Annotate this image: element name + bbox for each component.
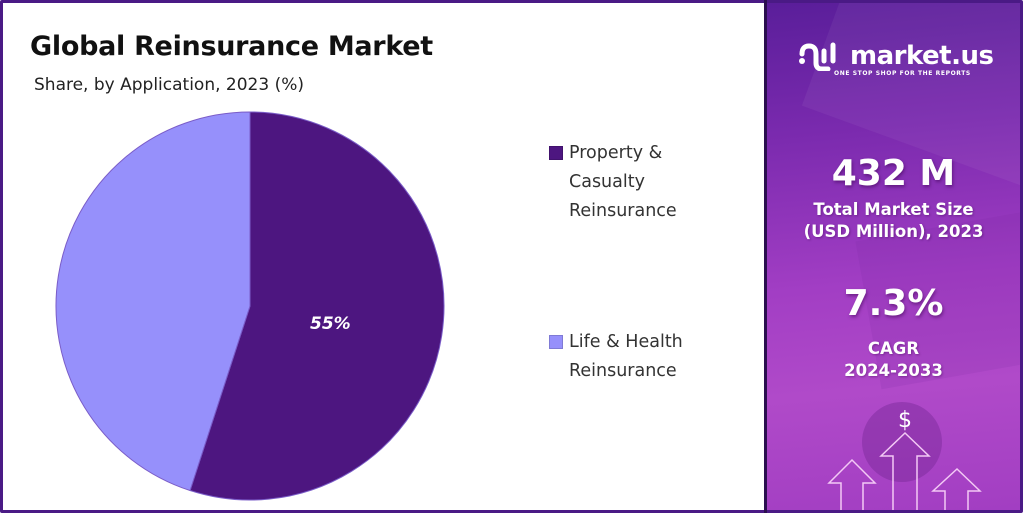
legend-label: Property & Casualty Reinsurance: [569, 143, 677, 221]
chart-subtitle: Share, by Application, 2023 (%): [34, 75, 304, 95]
market-us-logo-icon: [799, 42, 836, 71]
pie-slice: [55, 111, 251, 492]
stats-sidebar: market.us ONE STOP SHOP FOR THE REPORTS …: [767, 3, 1020, 510]
pie-chart: [49, 108, 451, 510]
panel-divider: [764, 0, 767, 513]
market-size-label: Total Market Size (USD Million), 2023: [803, 200, 984, 241]
legend-item-property-casualty: Property & Casualty Reinsurance: [549, 139, 749, 226]
cagr-label: CAGR 2024-2033: [844, 339, 943, 380]
legend-swatch-icon: [549, 146, 563, 160]
cagr-value: 7.3%: [843, 283, 944, 324]
background-coin-circle: [862, 402, 942, 482]
pie-slice-label-property-casualty: 55%: [310, 314, 351, 334]
chart-title: Global Reinsurance Market: [30, 31, 433, 62]
chart-panel: Global Reinsurance Market Share, by Appl…: [3, 3, 765, 510]
pie-svg: [55, 111, 445, 501]
legend-item-life-health: Life & Health Reinsurance: [549, 328, 749, 386]
growth-arrows-icon: [827, 431, 982, 510]
legend-label: Life & Health Reinsurance: [569, 332, 683, 381]
legend-swatch-icon: [549, 335, 563, 349]
brand-name: market.us: [850, 41, 994, 71]
dollar-icon: $: [898, 408, 912, 433]
brand-tagline: ONE STOP SHOP FOR THE REPORTS: [834, 70, 971, 77]
brand-logo: market.us: [798, 41, 994, 71]
pie-slice: [189, 111, 445, 501]
market-size-value: 432 M: [831, 153, 956, 194]
